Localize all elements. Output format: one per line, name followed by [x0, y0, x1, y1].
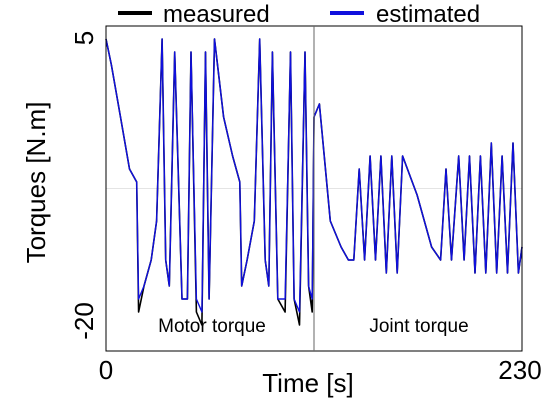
annotation-motor-torque: Motor torque [158, 316, 266, 337]
legend-label-measured: measured [163, 1, 270, 28]
series-line-estimated [105, 38, 523, 313]
y-tick-label-min: -20 [69, 302, 99, 340]
y-axis-label: Torques [N.m] [21, 102, 51, 264]
x-axis-label: Time [s] [262, 368, 353, 398]
series-layer [105, 38, 523, 326]
annotation-joint-torque: Joint torque [369, 316, 468, 337]
x-tick-label-min: 0 [99, 355, 113, 385]
legend-label-estimated: estimated [376, 1, 480, 28]
y-tick-label-max: 5 [69, 31, 99, 45]
x-tick-label-max: 230 [498, 355, 541, 385]
